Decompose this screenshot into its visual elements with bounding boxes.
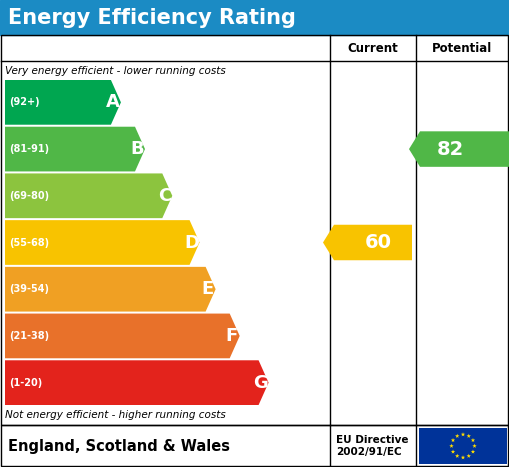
Text: (1-20): (1-20)	[9, 378, 42, 388]
Polygon shape	[455, 434, 460, 438]
Text: B: B	[130, 140, 144, 158]
Polygon shape	[472, 444, 477, 448]
Polygon shape	[461, 432, 465, 436]
Text: Not energy efficient - higher running costs: Not energy efficient - higher running co…	[5, 410, 226, 420]
Text: (55-68): (55-68)	[9, 238, 49, 248]
Polygon shape	[323, 225, 412, 260]
Text: 60: 60	[365, 233, 392, 252]
Bar	[0, 0, 509, 35]
Text: C: C	[158, 187, 171, 205]
Text: Energy Efficiency Rating: Energy Efficiency Rating	[8, 7, 296, 28]
Text: (69-80): (69-80)	[9, 191, 49, 201]
Bar	[1, 425, 508, 466]
Text: E: E	[202, 280, 214, 298]
Polygon shape	[5, 80, 121, 125]
Polygon shape	[471, 438, 475, 442]
Text: (39-54): (39-54)	[9, 284, 49, 294]
Polygon shape	[451, 438, 455, 442]
Polygon shape	[5, 313, 240, 358]
Text: A: A	[106, 93, 120, 111]
Polygon shape	[5, 360, 269, 405]
Text: Current: Current	[348, 42, 399, 55]
Text: 82: 82	[436, 140, 464, 159]
Polygon shape	[471, 449, 475, 453]
Bar	[419, 428, 507, 464]
Polygon shape	[449, 444, 454, 448]
Polygon shape	[409, 131, 509, 167]
Text: England, Scotland & Wales: England, Scotland & Wales	[8, 439, 230, 453]
Polygon shape	[467, 434, 471, 438]
Bar	[1, 35, 508, 425]
Polygon shape	[467, 453, 471, 458]
Polygon shape	[451, 449, 455, 453]
Text: Potential: Potential	[432, 42, 492, 55]
Text: Very energy efficient - lower running costs: Very energy efficient - lower running co…	[5, 65, 226, 76]
Polygon shape	[5, 173, 172, 218]
Text: (81-91): (81-91)	[9, 144, 49, 154]
Text: EU Directive: EU Directive	[336, 435, 409, 445]
Text: (92+): (92+)	[9, 97, 40, 107]
Text: 2002/91/EC: 2002/91/EC	[336, 447, 402, 457]
Polygon shape	[5, 267, 216, 311]
Text: G: G	[253, 374, 268, 392]
Polygon shape	[5, 127, 145, 171]
Text: F: F	[225, 327, 238, 345]
Text: D: D	[184, 234, 199, 252]
Polygon shape	[5, 220, 200, 265]
Text: (21-38): (21-38)	[9, 331, 49, 341]
Polygon shape	[461, 455, 465, 460]
Polygon shape	[455, 453, 460, 458]
